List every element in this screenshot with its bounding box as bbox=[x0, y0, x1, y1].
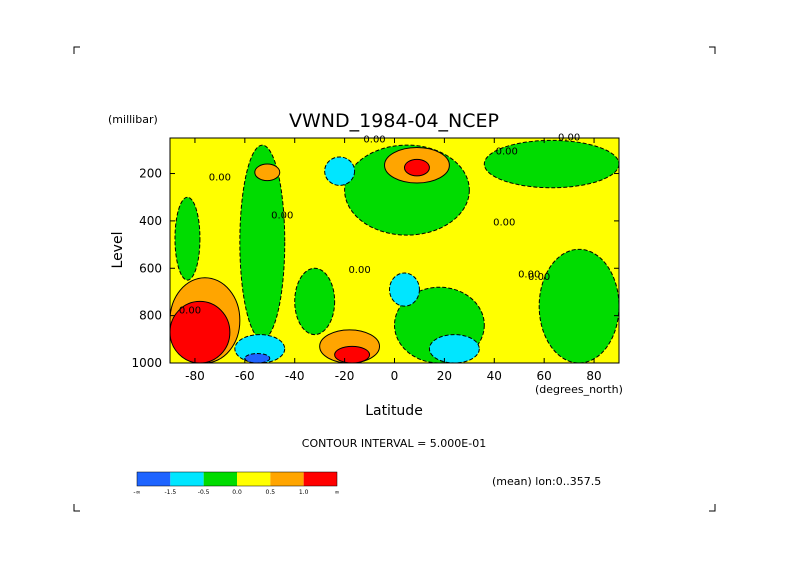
colorbar-swatch bbox=[237, 472, 271, 486]
contour-region bbox=[324, 156, 356, 186]
colorbar-frame bbox=[136, 471, 338, 487]
x-tick-label: -40 bbox=[285, 369, 305, 383]
contour-label: 0.00 bbox=[363, 135, 385, 146]
x-tick-label: 20 bbox=[437, 369, 452, 383]
contour-region bbox=[538, 248, 619, 363]
contour-region bbox=[428, 334, 480, 363]
corner-mark-bottom-right bbox=[709, 504, 716, 512]
x-tick-label: 0 bbox=[391, 369, 399, 383]
colorbar-swatch bbox=[303, 472, 337, 486]
contour-region bbox=[254, 163, 281, 182]
corner-marks bbox=[73, 46, 716, 512]
x-tick-label: 80 bbox=[586, 369, 601, 383]
contour-region bbox=[170, 300, 231, 363]
contour-region bbox=[403, 158, 430, 177]
x-tick-label: -80 bbox=[185, 369, 205, 383]
colorbar-tick-label: ∞ bbox=[335, 489, 340, 496]
x-tick-label: -20 bbox=[335, 369, 355, 383]
corner-mark-bottom-left bbox=[73, 504, 80, 512]
footnote: (mean) lon:0..357.5 bbox=[492, 475, 601, 488]
colorbar-tick-label: -0.5 bbox=[198, 489, 210, 496]
x-axis: -80 -60 -40 -20 0 20 40 60 80 bbox=[185, 138, 602, 383]
contour-interval: CONTOUR INTERVAL = 5.000E-01 bbox=[302, 437, 486, 450]
y-tick-label: 600 bbox=[139, 261, 162, 275]
y-axis-label: Level bbox=[110, 232, 126, 269]
contour-region bbox=[244, 353, 271, 363]
contour-region bbox=[483, 139, 619, 189]
contour-region bbox=[389, 272, 420, 307]
contour-label: 0.00 bbox=[209, 173, 231, 184]
colorbar-tick-label: 1.0 bbox=[299, 489, 309, 496]
colorbar-swatch bbox=[270, 472, 304, 486]
colorbar-swatch bbox=[203, 472, 237, 486]
colorbar-tick-label: 0.5 bbox=[266, 489, 276, 496]
contour-label: 0.00 bbox=[518, 270, 540, 281]
x-tick-label: 40 bbox=[487, 369, 502, 383]
contour-region bbox=[174, 196, 201, 281]
contour-label: 0.00 bbox=[496, 147, 518, 158]
colorbar-tick-label: -1.5 bbox=[164, 489, 176, 496]
y-axis-unit: (millibar) bbox=[108, 113, 158, 126]
colorbar-swatch bbox=[170, 472, 204, 486]
contour-label: 0.00 bbox=[493, 218, 515, 229]
contour-field bbox=[170, 138, 619, 363]
chart-title: VWND_1984-04_NCEP bbox=[289, 110, 499, 132]
colorbar-tick-label: -∞ bbox=[133, 489, 140, 496]
contour-label: 0.00 bbox=[348, 265, 370, 276]
corner-mark-top-right bbox=[709, 46, 716, 54]
x-axis-label: Latitude bbox=[365, 403, 423, 419]
colorbar-tick-label: 0.0 bbox=[232, 489, 242, 496]
contour-label: 0.00 bbox=[271, 211, 293, 222]
y-tick-label: 200 bbox=[139, 167, 162, 181]
colorbar-swatch bbox=[137, 472, 171, 486]
x-tick-label: -60 bbox=[235, 369, 255, 383]
y-tick-label: 400 bbox=[139, 214, 162, 228]
x-axis-unit: (degrees_north) bbox=[535, 383, 623, 396]
contour-label: 0.00 bbox=[528, 272, 550, 283]
colorbar: -∞ -1.5 -0.5 0.0 0.5 1.0 ∞ bbox=[133, 471, 340, 496]
contour-label: 0.00 bbox=[179, 305, 201, 316]
y-tick-label: 1000 bbox=[131, 356, 162, 370]
contour-region bbox=[334, 345, 371, 363]
corner-mark-top-left bbox=[73, 46, 80, 54]
y-tick-label: 800 bbox=[139, 309, 162, 323]
x-tick-label: 60 bbox=[537, 369, 552, 383]
y-axis: 200 400 600 800 1000 bbox=[131, 167, 619, 370]
contour-region bbox=[294, 267, 336, 336]
